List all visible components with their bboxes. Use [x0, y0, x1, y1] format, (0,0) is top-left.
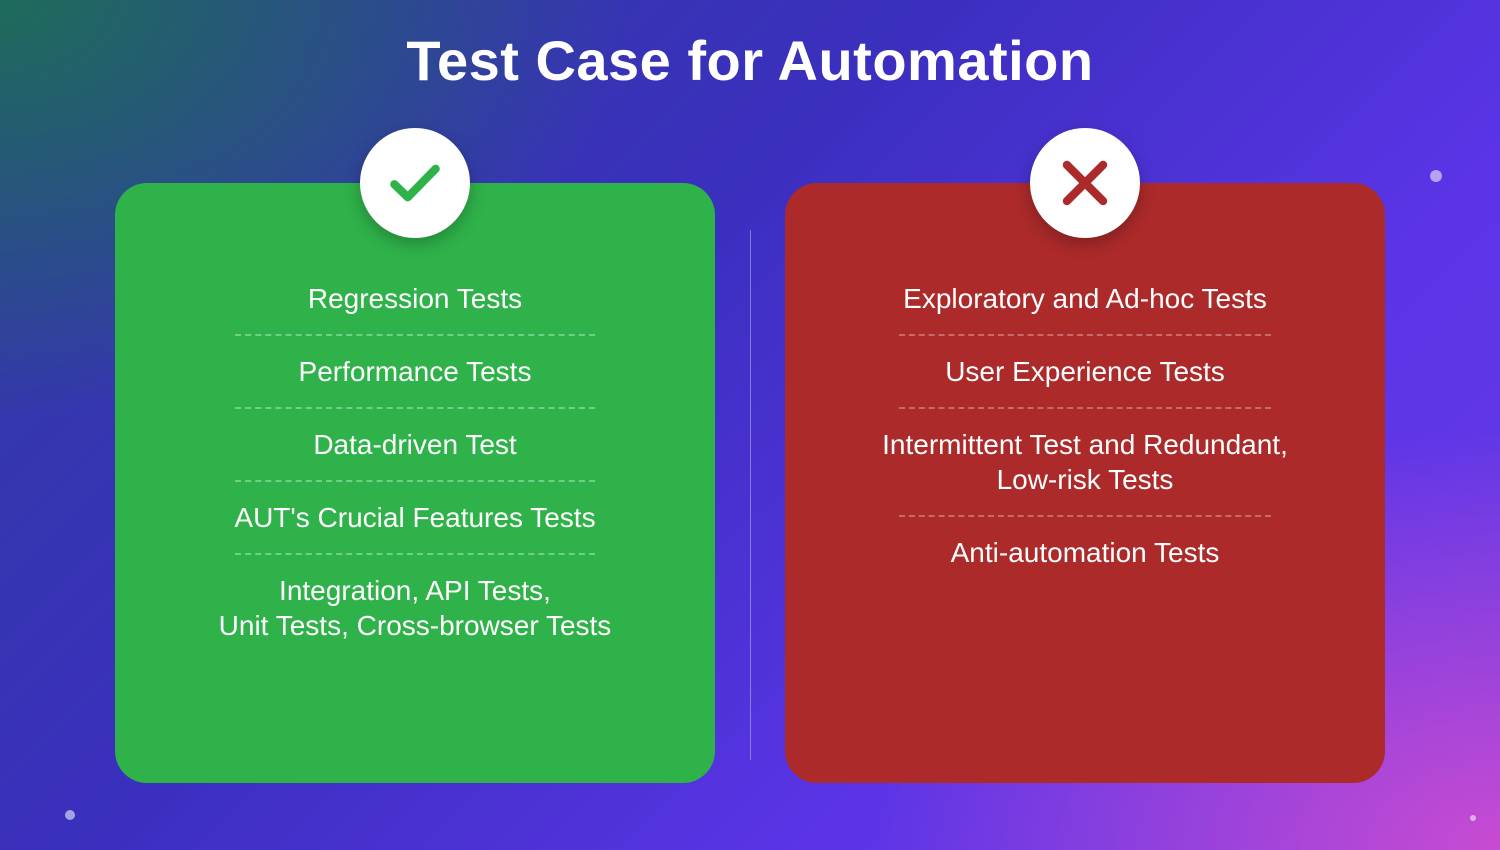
cards-container: Regression TestsPerformance TestsData-dr… — [0, 93, 1500, 783]
list-item: AUT's Crucial Features Tests — [211, 482, 620, 553]
dot — [65, 810, 75, 820]
dot — [1470, 815, 1476, 821]
do-not-automate-items: Exploratory and Ad-hoc TestsUser Experie… — [874, 263, 1296, 588]
check-badge — [360, 128, 470, 238]
list-item: Regression Tests — [211, 263, 620, 334]
check-icon — [384, 152, 446, 214]
list-item: Integration, API Tests, Unit Tests, Cros… — [211, 555, 620, 661]
page-title: Test Case for Automation — [0, 0, 1500, 93]
list-item: Exploratory and Ad-hoc Tests — [874, 263, 1296, 334]
cross-badge — [1030, 128, 1140, 238]
list-item: Intermittent Test and Redundant, Low-ris… — [874, 409, 1296, 515]
do-not-automate-card: Exploratory and Ad-hoc TestsUser Experie… — [785, 183, 1385, 783]
cross-icon — [1054, 152, 1116, 214]
automate-card: Regression TestsPerformance TestsData-dr… — [115, 183, 715, 783]
list-item: Anti-automation Tests — [874, 517, 1296, 588]
automate-items: Regression TestsPerformance TestsData-dr… — [211, 263, 620, 661]
list-item: Performance Tests — [211, 336, 620, 407]
list-item: User Experience Tests — [874, 336, 1296, 407]
list-item: Data-driven Test — [211, 409, 620, 480]
